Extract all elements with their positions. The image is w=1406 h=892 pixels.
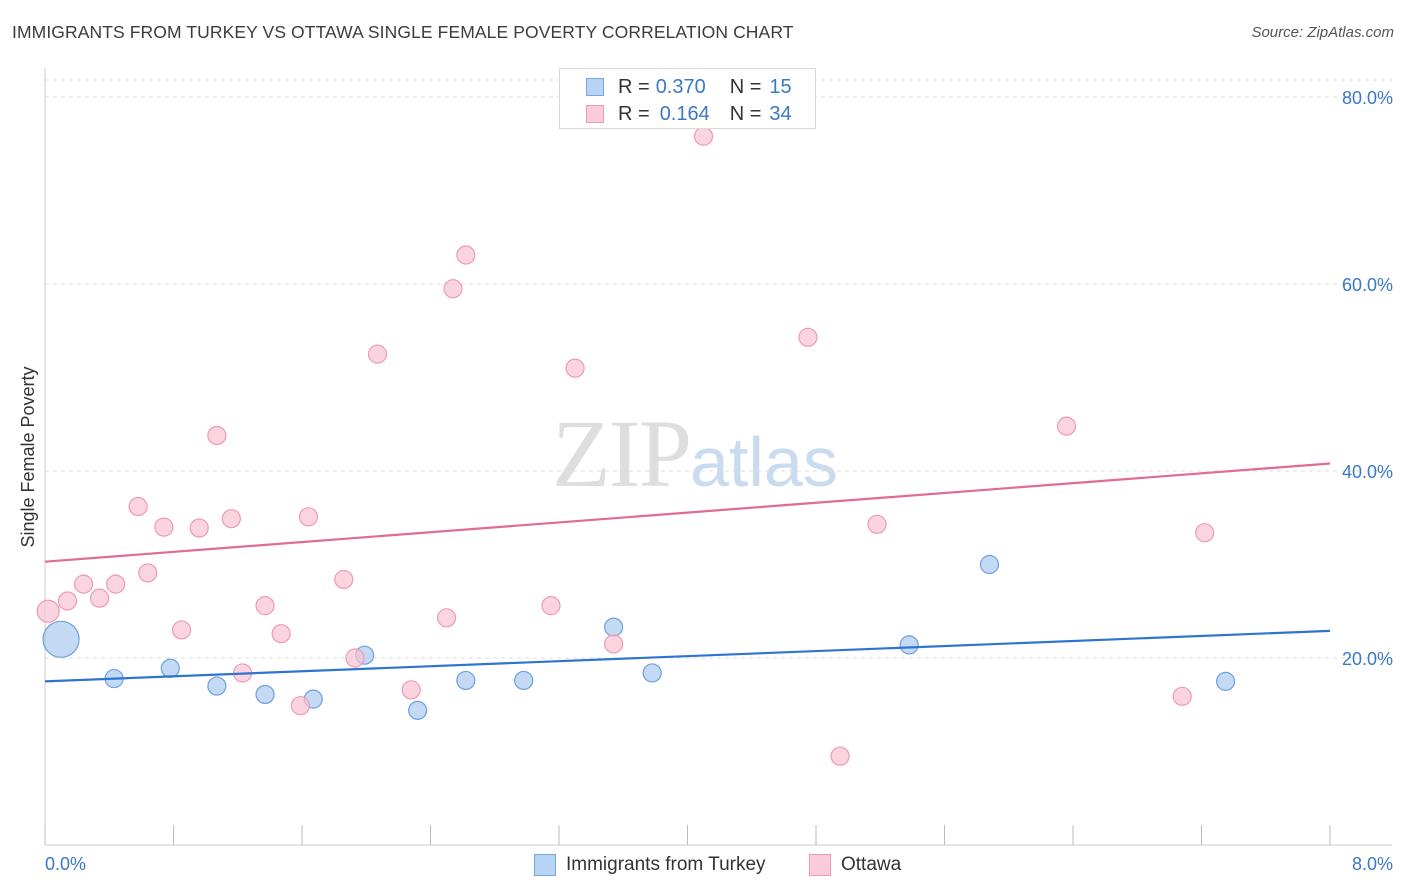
- legend-swatch-ottawa: [586, 105, 604, 123]
- series-name-ottawa: Ottawa: [841, 854, 902, 875]
- ottawa-point: [154, 517, 174, 537]
- turkey-point: [255, 684, 275, 705]
- turkey-point: [642, 663, 662, 683]
- ottawa-point: [1056, 416, 1077, 436]
- turkey-point: [899, 635, 919, 655]
- ottawa-point: [604, 634, 624, 654]
- legend-r-label: R =: [618, 75, 650, 98]
- turkey-point: [604, 617, 624, 637]
- ottawa-point: [436, 608, 457, 628]
- ottawa-point: [255, 596, 275, 616]
- ottawa-point: [138, 563, 158, 583]
- turkey-point: [42, 620, 80, 658]
- series-swatch-ottawa: [809, 854, 831, 876]
- ottawa-point: [1195, 523, 1215, 543]
- tick-labels: 20.0% 40.0% 60.0% 80.0% 0.0% 8.0% Single Femal…: [18, 88, 1393, 874]
- legend-row-turkey: R = 0.370 N = 15: [586, 74, 792, 100]
- legend-r-value: 0.164: [659, 102, 710, 125]
- ottawa-point: [73, 574, 94, 594]
- chart-title: IMMIGRANTS FROM TURKEY VS OTTAWA SINGLE …: [12, 22, 794, 42]
- ottawa-point: [90, 588, 110, 608]
- turkey-point: [1215, 671, 1236, 691]
- ottawa-point: [867, 514, 887, 534]
- ottawa-point: [36, 599, 60, 623]
- ottawa-point: [334, 569, 354, 590]
- y-tick-label: 20.0%: [1342, 649, 1393, 669]
- legend-row-ottawa: R = 0.164 N = 34: [586, 101, 792, 127]
- legend-n-label: N =: [729, 102, 762, 125]
- y-tick-label: 80.0%: [1342, 88, 1393, 108]
- legend-n-value: 15: [769, 75, 792, 98]
- legend-r-label: R =: [618, 102, 650, 125]
- legend-r-value: 0.370: [655, 75, 706, 98]
- ottawa-point: [401, 680, 421, 700]
- legend-n-label: N =: [729, 75, 762, 98]
- grid-lines: [45, 79, 1392, 659]
- ottawa-point: [443, 279, 463, 299]
- series-legend-ottawa: Ottawa: [809, 851, 901, 879]
- turkey-point: [408, 700, 428, 720]
- ottawa-point: [1172, 686, 1192, 706]
- ottawa-point: [367, 344, 388, 364]
- x-tick-label: 8.0%: [1352, 854, 1393, 874]
- turkey-trend-line: [44, 629, 1331, 683]
- turkey-point: [514, 670, 534, 691]
- trend-lines: [44, 462, 1331, 683]
- y-tick-label: 40.0%: [1342, 462, 1393, 482]
- x-tick-label: 0.0%: [45, 854, 86, 874]
- ottawa-point: [128, 496, 148, 517]
- ottawa-point: [565, 358, 585, 378]
- ottawa-point: [830, 746, 850, 766]
- ottawa-point: [456, 245, 476, 265]
- turkey-point: [207, 676, 227, 696]
- series-legend-turkey: Immigrants from Turkey: [534, 851, 766, 879]
- ottawa-point: [207, 425, 227, 446]
- ottawa-point: [541, 596, 561, 616]
- legend-swatch-turkey: [586, 78, 604, 96]
- ottawa-point: [271, 624, 291, 644]
- correlation-legend: R = 0.370 N = 15 R = 0.164 N = 34: [559, 68, 816, 129]
- ottawa-point: [298, 507, 319, 527]
- y-axis-label: Single Female Poverty: [18, 366, 38, 547]
- data-points: [36, 126, 1236, 766]
- ottawa-point: [290, 696, 310, 716]
- turkey-point: [160, 658, 180, 678]
- y-tick-label: 60.0%: [1342, 275, 1393, 295]
- ottawa-point: [189, 518, 209, 538]
- ottawa-point: [221, 509, 241, 529]
- ottawa-point: [345, 648, 365, 668]
- turkey-point: [456, 670, 476, 691]
- ottawa-point: [106, 574, 126, 594]
- ottawa-point: [693, 126, 714, 146]
- axes: [44, 68, 1392, 846]
- ottawa-point: [171, 620, 192, 640]
- legend-n-value: 34: [769, 102, 792, 125]
- ottawa-trend-line: [44, 462, 1331, 563]
- ottawa-point: [57, 591, 78, 611]
- series-swatch-turkey: [534, 854, 556, 876]
- turkey-point: [979, 554, 1000, 575]
- ottawa-point: [798, 327, 818, 347]
- source-credit: Source: ZipAtlas.com: [1251, 24, 1394, 41]
- series-name-turkey: Immigrants from Turkey: [566, 854, 766, 875]
